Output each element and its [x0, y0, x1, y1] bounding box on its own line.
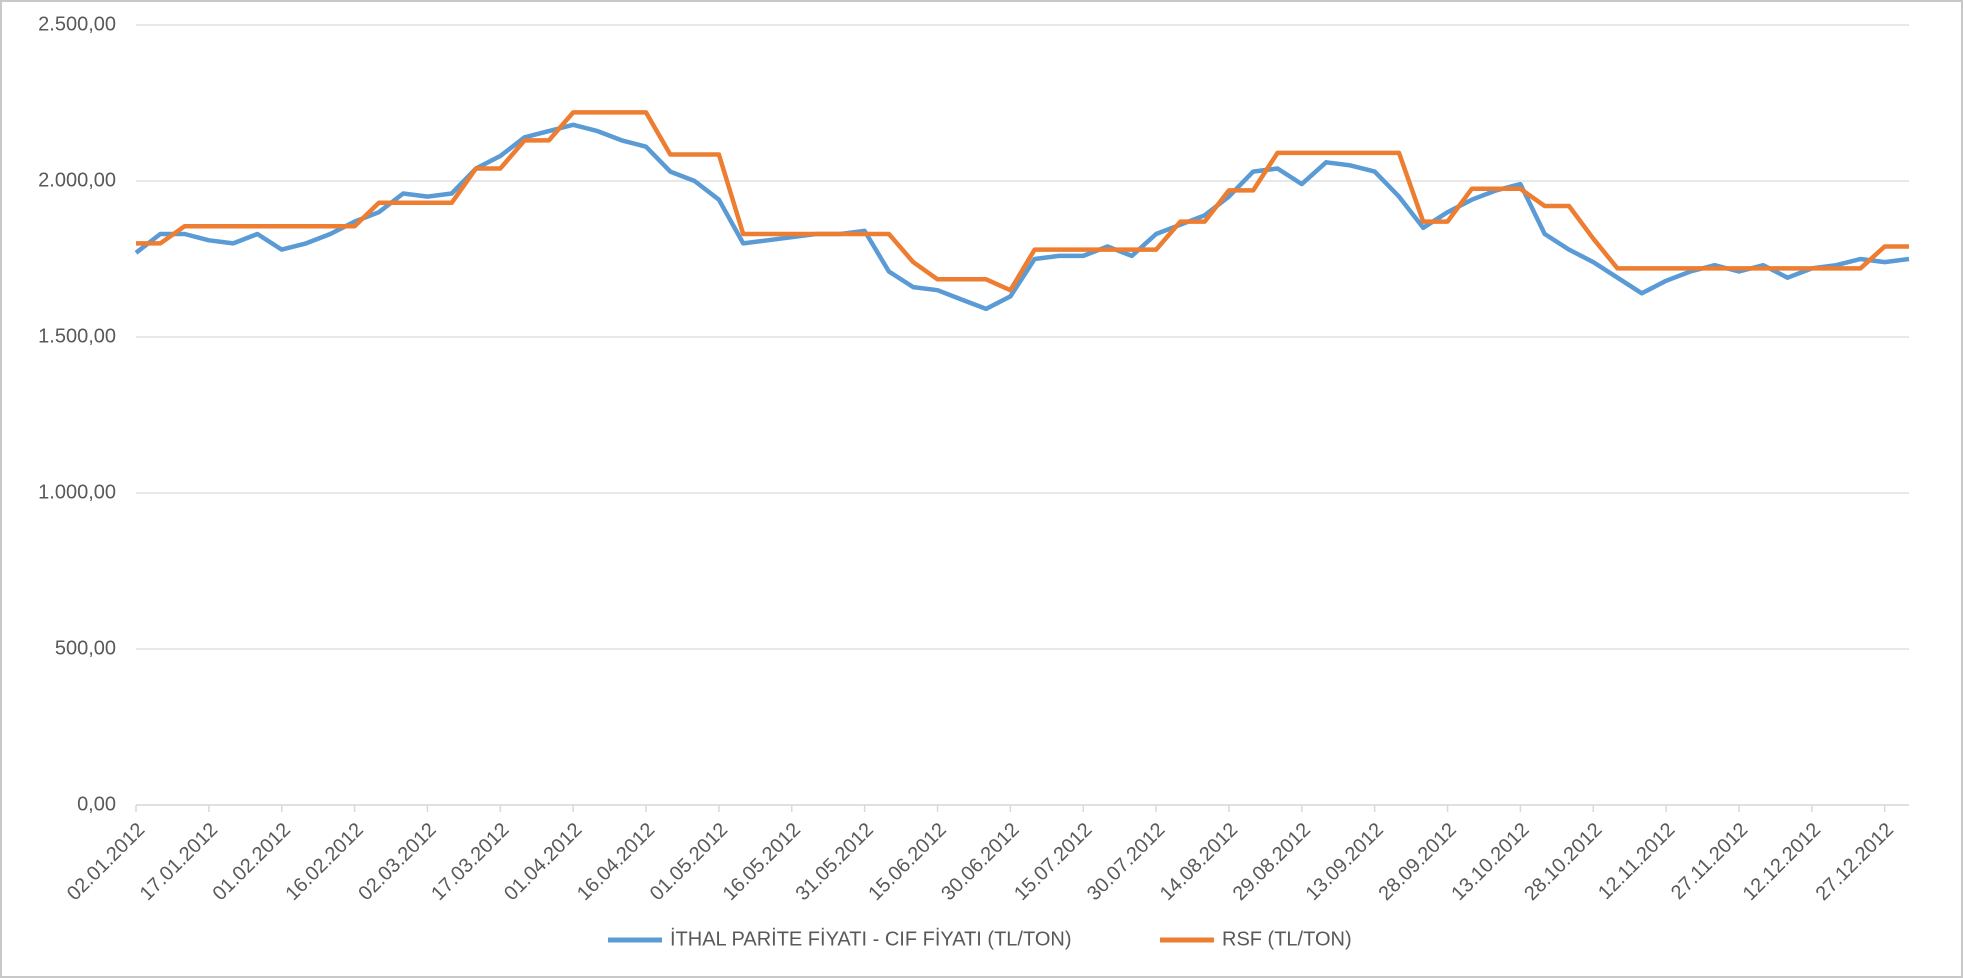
series-line [134, 122, 1910, 312]
legend-label: RSF (TL/TON) [1222, 928, 1352, 950]
y-tick-label: 1.500,00 [38, 325, 116, 347]
y-tick-label: 0,00 [77, 793, 116, 815]
y-tick-label: 2.000,00 [38, 169, 116, 191]
series-line [136, 110, 1909, 293]
y-tick-label: 2.500,00 [38, 13, 116, 35]
y-tick-label: 1.000,00 [38, 481, 116, 503]
legend-label: İTHAL PARİTE FİYATI - CIF FİYATI (TL/TON… [670, 927, 1072, 950]
y-tick-label: 500,00 [55, 637, 116, 659]
